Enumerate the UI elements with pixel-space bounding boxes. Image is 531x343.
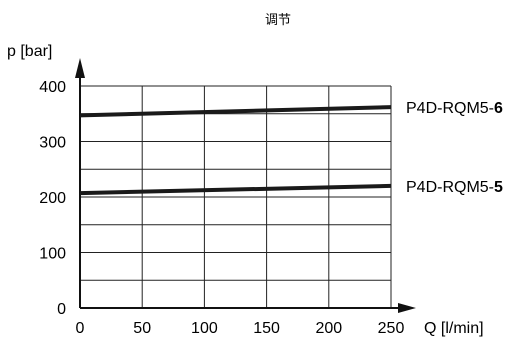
series-line-2: [79, 183, 392, 196]
y-tick-label: 300: [39, 135, 66, 152]
series-label-2: P4D-RQM5-5: [406, 179, 503, 196]
series-line-1: [79, 105, 392, 118]
y-tick-label: 400: [39, 79, 66, 96]
x-axis-arrow: [398, 303, 416, 313]
x-tick-label: 0: [76, 320, 85, 337]
x-tick-label: 150: [253, 320, 280, 337]
x-tick-label: 200: [315, 320, 342, 337]
y-tick-label: 100: [39, 246, 66, 263]
tick-labels: 0 100 200 300 400 0 50 100 150 200 250: [39, 79, 404, 337]
y-axis-label: p [bar]: [7, 43, 52, 60]
chart-title: 调节: [265, 13, 291, 28]
series-label-suffix: 6: [494, 100, 503, 117]
x-tick-label: 250: [378, 320, 405, 337]
series-lines: [79, 105, 392, 196]
series-label-prefix: P4D-RQM5-: [406, 179, 494, 196]
y-tick-label: 0: [57, 301, 66, 318]
x-tick-label: 50: [133, 320, 151, 337]
y-tick-label: 200: [39, 190, 66, 207]
grid: [80, 85, 392, 308]
series-label-1: P4D-RQM5-6: [406, 100, 503, 117]
x-tick-label: 100: [191, 320, 218, 337]
x-axis-label: Q [l/min]: [424, 320, 484, 337]
axes: [75, 58, 416, 313]
series-label-prefix: P4D-RQM5-: [406, 100, 494, 117]
y-axis-arrow: [75, 58, 85, 78]
series-label-suffix: 5: [494, 179, 503, 196]
